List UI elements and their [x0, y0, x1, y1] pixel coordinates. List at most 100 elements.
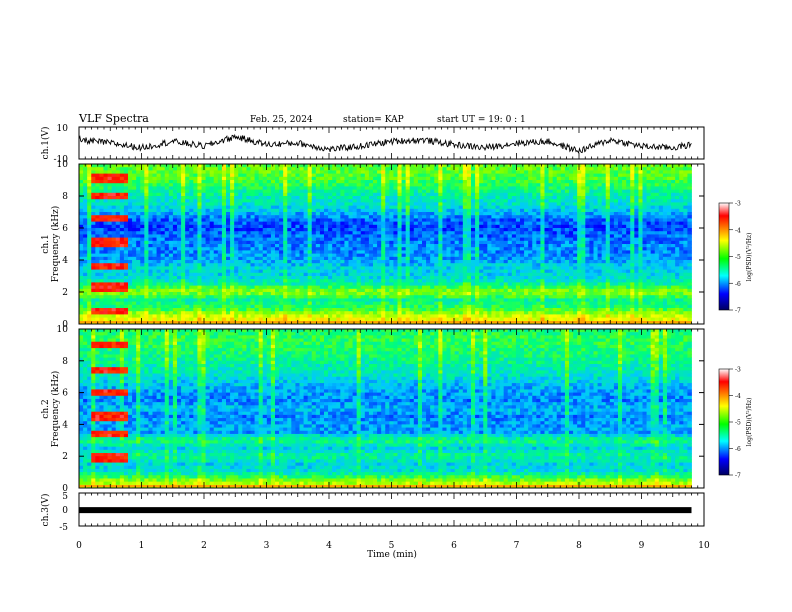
spectrogram-cell: [103, 279, 108, 283]
spectrogram-cell: [262, 234, 268, 238]
spectrogram-cell: [266, 199, 272, 203]
spectrogram-cell: [364, 189, 370, 194]
spectrogram-cell: [377, 247, 382, 251]
spectrogram-cell: [479, 208, 484, 213]
spectrogram-cell: [217, 311, 223, 315]
spectrogram-cell: [287, 228, 292, 232]
spectrogram-cell: [111, 164, 117, 168]
spectrogram-cell: [119, 260, 125, 264]
spectrogram-cell: [193, 253, 198, 258]
spectrogram-cell: [91, 285, 96, 290]
spectrogram-cell: [422, 298, 427, 302]
spectrogram-cell: [393, 170, 398, 174]
spectrogram-cell: [128, 192, 133, 197]
spectrogram-cell: [413, 276, 419, 280]
spectrogram-cell: [360, 202, 366, 206]
spectrogram-cell: [319, 237, 325, 242]
spectrogram-cell: [462, 260, 468, 264]
spectrogram-cell: [193, 304, 198, 309]
spectrogram-cell: [168, 224, 174, 229]
spectrogram-cell: [319, 304, 325, 309]
spectrogram-cell: [254, 199, 260, 203]
spectrogram-cell: [401, 292, 407, 296]
spectrogram-cell: [381, 180, 386, 184]
spectrogram-cell: [275, 218, 280, 222]
spectrogram-cell: [189, 288, 194, 293]
spectrogram-cell: [270, 298, 276, 302]
spectrogram-cell: [246, 240, 251, 245]
spectrogram-cell: [393, 189, 398, 194]
spectrogram-cell: [250, 183, 255, 187]
spectrogram-cell: [471, 189, 476, 194]
spectrogram-cell: [352, 218, 358, 222]
spectrogram-cell: [172, 199, 178, 203]
spectrogram-cell: [450, 196, 456, 200]
spectrogram-cell: [123, 231, 129, 235]
spectrogram-cell: [291, 308, 296, 312]
spectrogram-cell: [377, 308, 382, 312]
spectrogram-cell: [270, 215, 276, 219]
spectrogram-cell: [311, 202, 317, 206]
spectrogram-cell: [356, 237, 362, 242]
spectrogram-cell: [385, 260, 390, 264]
spectrogram-cell: [381, 205, 386, 210]
spectrogram-cell: [475, 276, 480, 280]
spectrogram-cell: [324, 279, 329, 283]
spectrogram-cell: [397, 304, 402, 309]
spectrogram-cell: [172, 164, 178, 168]
spectrogram-cell: [136, 231, 141, 235]
spectrogram-cell: [185, 215, 190, 219]
spectrogram-cell: [401, 192, 407, 197]
spectrogram-cell: [230, 263, 235, 267]
spectrogram-cell: [479, 285, 484, 290]
spectrogram-cell: [95, 170, 100, 174]
spectrogram-cell: [356, 295, 362, 299]
spectrogram-cell: [385, 202, 390, 206]
spectrogram-cell: [193, 221, 198, 226]
spectrogram-cell: [132, 285, 137, 290]
spectrogram-cell: [397, 196, 402, 200]
spectrogram-cell: [193, 228, 198, 232]
spectrogram-cell: [295, 298, 300, 302]
spectrogram-cell: [197, 189, 202, 194]
spectrogram-cell: [111, 247, 117, 251]
spectrogram-cell: [132, 180, 137, 184]
spectrogram-cell: [336, 221, 341, 226]
spectrogram-cell: [283, 189, 288, 194]
spectrogram-cell: [254, 250, 260, 254]
spectrogram-cell: [471, 176, 476, 181]
spectrogram-cell: [123, 212, 129, 216]
spectrogram-cell: [107, 285, 113, 290]
spectrogram-cell: [156, 180, 162, 184]
spectrogram-cell: [107, 317, 113, 322]
spectrogram-cell: [79, 186, 84, 190]
spectrogram-cell: [466, 215, 472, 219]
spectrogram-cell: [83, 276, 88, 280]
spectrogram-cell: [185, 311, 190, 315]
spectrogram-cell: [226, 167, 231, 171]
spectrogram-cell: [332, 250, 337, 254]
spectrogram-cell: [152, 199, 157, 203]
spectrogram-cell: [164, 317, 170, 322]
spectrogram-cell: [340, 298, 345, 302]
spectrogram-cell: [91, 215, 96, 219]
spectrogram-cell: [324, 221, 329, 226]
spectrogram-cell: [246, 272, 251, 277]
spectrogram-cell: [193, 173, 198, 178]
spectrogram-cell: [295, 311, 300, 315]
spectrogram-cell: [360, 279, 366, 283]
spectrogram-cell: [213, 311, 219, 315]
spectrogram-cell: [266, 263, 272, 267]
spectrogram-cell: [283, 282, 288, 286]
spectrogram-cell: [148, 218, 153, 222]
spectrogram-cell: [181, 247, 186, 251]
spectrogram-cell: [475, 247, 480, 251]
spectrogram-cell: [442, 279, 447, 283]
spectrogram-cell: [458, 218, 464, 222]
spectrogram-cell: [352, 234, 358, 238]
spectrogram-cell: [401, 298, 407, 302]
spectrogram-cell: [303, 189, 309, 194]
spectrogram-cell: [471, 263, 476, 267]
spectrogram-cell: [242, 260, 247, 264]
spectrogram-cell: [311, 272, 317, 277]
